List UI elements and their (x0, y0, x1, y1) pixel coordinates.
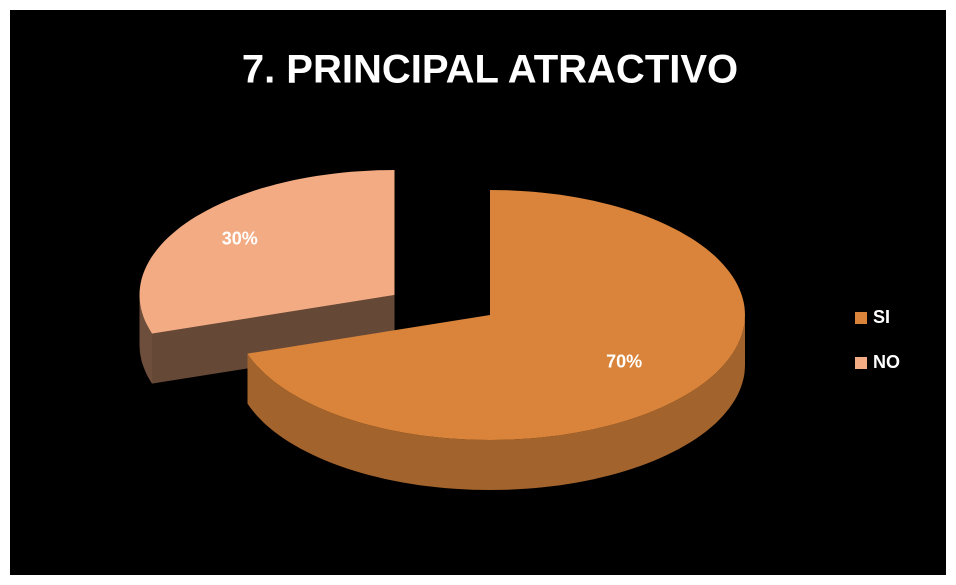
slice (247, 190, 745, 440)
data-label: 30% (222, 229, 258, 249)
data-label: 70% (606, 352, 642, 372)
slice (139, 170, 395, 334)
legend-label: SI (873, 307, 890, 327)
slice-side (152, 295, 395, 384)
legend-swatch (855, 357, 867, 369)
legend-label: NO (873, 352, 900, 372)
legend-swatch (855, 312, 867, 324)
chart-title: 7. PRINCIPAL ATRACTIVO (242, 48, 738, 92)
slice-wall (247, 315, 745, 490)
slice-wall (139, 295, 152, 384)
